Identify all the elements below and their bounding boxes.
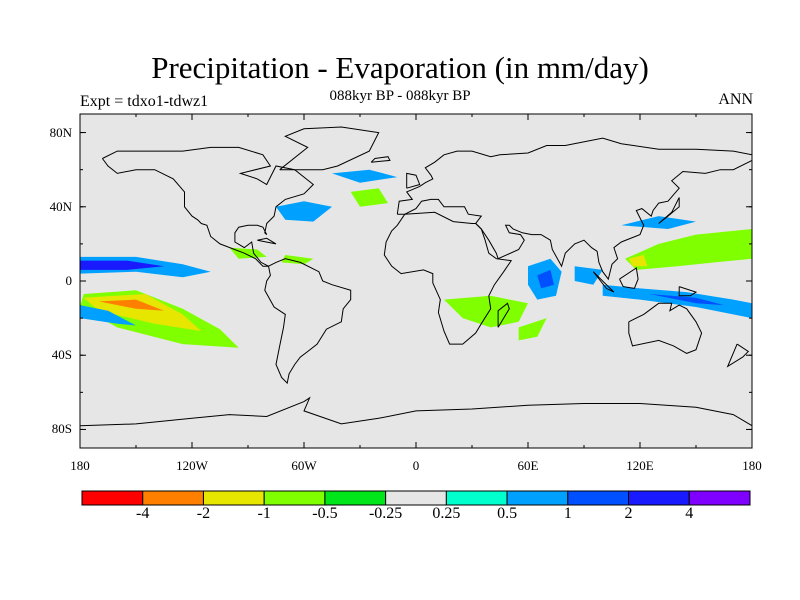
lon-tick-label: 60E [517, 458, 539, 473]
contour-region-15 [625, 229, 752, 270]
colorbar-swatch [81, 490, 144, 506]
lon-tick-label: 180 [70, 458, 90, 473]
lat-tick-label: 80N [49, 124, 72, 140]
map-subtitle: 088kyr BP - 088kyr BP [329, 88, 471, 104]
lon-tick-label: 120W [176, 458, 208, 473]
lon-tick-label: 0 [412, 458, 420, 473]
colorbar-label: -4 [136, 505, 150, 522]
coastline-12 [592, 271, 615, 293]
lat-tick-label: 40N [49, 198, 72, 214]
colorbar-label: 4 [685, 505, 694, 522]
coastline-6 [79, 396, 753, 427]
colorbar-label: -1 [257, 505, 271, 522]
colorbar-swatch [688, 490, 751, 506]
contour-region-8 [276, 201, 332, 222]
contour-region-18 [649, 294, 724, 306]
coastline-13 [619, 267, 639, 289]
colorbar-swatch [202, 490, 265, 506]
lat-tick-label: 40S [51, 347, 72, 363]
contour-region-1 [80, 260, 164, 270]
contour-region-12 [518, 318, 547, 341]
coastline-2 [396, 137, 753, 281]
coastline-10 [658, 197, 680, 224]
colorbar-label: 0.5 [497, 505, 518, 522]
colorbar-swatch [506, 490, 569, 506]
lon-tick-label: 120E [626, 458, 654, 473]
contour-region-7 [281, 255, 314, 265]
contour-region-19 [574, 266, 603, 285]
axis-ticks [79, 114, 753, 448]
lat-tick-label: 80S [51, 421, 72, 437]
coastline-8 [370, 156, 391, 163]
coastline-3 [383, 211, 513, 345]
colorbar-label: -2 [196, 505, 211, 522]
coastlines [79, 126, 753, 427]
contour-region-20 [621, 216, 696, 229]
lon-tick-label: 180 [742, 458, 762, 473]
colorbar-label: 2 [624, 505, 633, 522]
coastline-1 [264, 258, 352, 385]
colorbar-swatch [445, 490, 508, 506]
lat-tick-label: 0 [65, 273, 73, 288]
contour-region-17 [602, 284, 752, 319]
lon-tick-label: 60W [291, 458, 317, 473]
contour-region-6 [229, 247, 267, 259]
colorbar-swatch [628, 490, 690, 506]
colorbar-swatch [567, 490, 630, 506]
colorbar-label: -0.25 [368, 505, 403, 522]
colorbar-swatch [142, 490, 204, 506]
contour-region-9 [350, 188, 388, 207]
coastline-7 [279, 126, 380, 171]
coastline-15 [257, 237, 277, 245]
coastline-0 [101, 146, 315, 267]
experiment-label: Expt = tdxo1-tdwz1 [80, 93, 209, 110]
season-label: ANN [718, 91, 753, 108]
colorbar-label: 0.25 [432, 505, 461, 522]
coastline-14 [726, 343, 750, 368]
contour-region-4 [98, 299, 164, 311]
coastline-9 [406, 172, 421, 189]
colorbar [81, 490, 751, 506]
colorbar-label: 1 [563, 505, 572, 522]
contour-region-16 [628, 255, 648, 267]
coastline-4 [628, 302, 703, 354]
colorbar-swatch [263, 490, 326, 506]
colorbar-label: -0.5 [312, 505, 338, 522]
contour-region-5 [80, 305, 136, 326]
contour-region-14 [537, 269, 555, 289]
coastline-11 [678, 286, 698, 297]
coastline-5 [497, 302, 510, 328]
colorbar-swatch [324, 490, 387, 506]
map-title: Precipitation - Evaporation (in mm/day) [151, 50, 649, 85]
colorbar-swatch [385, 490, 447, 506]
contour-region-10 [332, 169, 398, 183]
map-background [80, 114, 752, 448]
